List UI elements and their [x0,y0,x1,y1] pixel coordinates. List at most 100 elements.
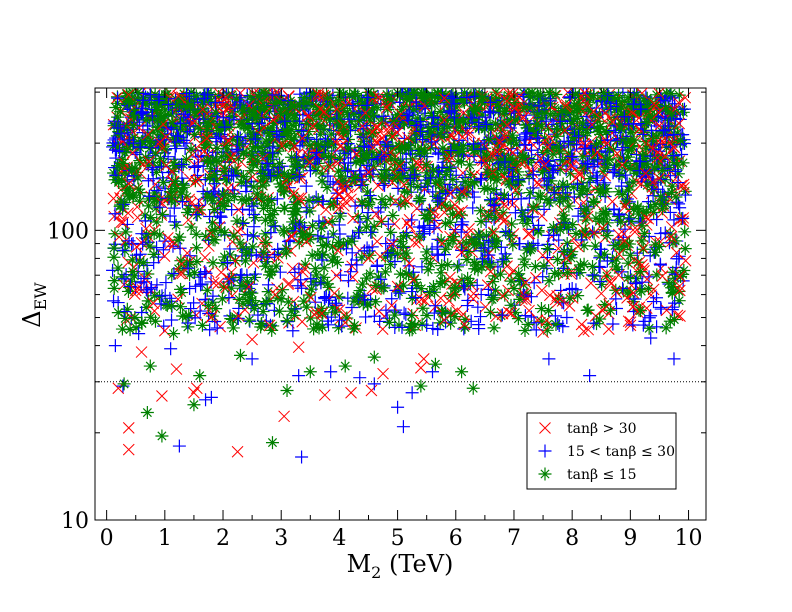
dense-point [283,108,297,122]
dense-point [348,171,362,185]
dense-point [112,174,126,188]
scatter-point [611,262,625,276]
dense-point [483,95,497,109]
dense-point [474,171,488,185]
dense-point [497,188,511,202]
scatter-point [448,310,462,324]
scatter-point [486,275,500,289]
data-point-1 [679,254,692,267]
data-point-2 [644,331,658,345]
data-point-2 [606,317,620,331]
scatter-point [575,318,588,331]
scatter-point [329,298,343,312]
scatter-point [558,256,572,270]
scatter-point [386,237,399,250]
scatter-point [493,267,507,281]
dense-point [573,166,586,179]
scatter-point [402,259,416,273]
scatter-point [541,242,555,256]
dense-point [292,124,306,138]
dense-point [592,107,606,121]
dense-point [270,170,284,184]
dense-point [491,104,505,118]
dense-point [247,208,261,221]
dense-point [384,225,398,239]
dense-point [360,98,374,112]
data-point-2 [204,390,218,404]
dense-point [133,156,147,170]
scatter-point [527,276,541,290]
dense-point [266,168,280,182]
data-point-3 [155,429,169,443]
dense-point [241,113,255,127]
scatter-point [174,267,186,280]
dense-point [560,98,573,111]
dense-point [403,115,417,129]
dense-point [383,121,395,134]
dense-point [329,104,343,118]
dense-point [349,155,363,169]
scatter-point [668,296,682,310]
scatter-point [241,295,255,309]
dense-point [111,121,125,135]
dense-point [248,132,262,146]
dense-point [230,143,244,157]
dense-point [171,101,183,113]
dense-point [645,131,659,145]
scatter-point [238,287,252,301]
dense-point [108,207,122,221]
dense-point [640,115,654,129]
dense-point [217,165,231,179]
scatter-point [129,248,143,262]
dense-point [621,90,635,104]
scatter-point [265,264,279,278]
scatter-point [598,298,612,312]
dense-point [588,109,602,123]
dense-point [213,209,227,223]
scatter-point [629,226,641,238]
dense-point [456,139,470,153]
scatter-point [633,304,647,318]
dense-point [310,146,324,160]
dense-point [527,123,541,137]
dense-point [425,111,439,125]
dense-point [445,104,459,118]
dense-point [342,120,356,134]
scatter-point [334,239,348,253]
scatter-point [549,318,563,332]
dense-point [259,134,273,148]
scatter-point [121,284,135,298]
scatter-point [624,316,637,328]
scatter-point [391,247,405,261]
dense-point [540,192,554,206]
scatter-point [663,314,677,328]
dense-point [487,183,501,197]
dense-point [210,173,224,187]
dense-point [411,111,425,125]
scatter-point [444,307,458,321]
scatter-point [339,242,353,256]
dense-point [646,148,660,162]
dense-point [573,187,587,201]
dense-point [616,141,630,155]
dense-point [444,164,458,178]
dense-point [586,160,600,174]
scatter-point [111,261,125,275]
dense-point [656,202,670,216]
dense-point [191,203,204,216]
scatter-point [141,267,155,281]
dense-point [578,142,592,156]
scatter-point [508,306,522,320]
y-tick-label: 100 [47,219,89,244]
dense-point [447,97,461,111]
dense-point [323,97,337,111]
dense-point [303,204,317,218]
dense-point [381,139,395,153]
scatter-point [124,274,138,288]
dense-point [261,150,275,164]
scatter-point [227,229,241,243]
dense-point [331,103,343,115]
legend-label-3: tanβ ≤ 15 [567,467,637,483]
dense-point [420,90,434,104]
data-point-1 [484,265,497,278]
